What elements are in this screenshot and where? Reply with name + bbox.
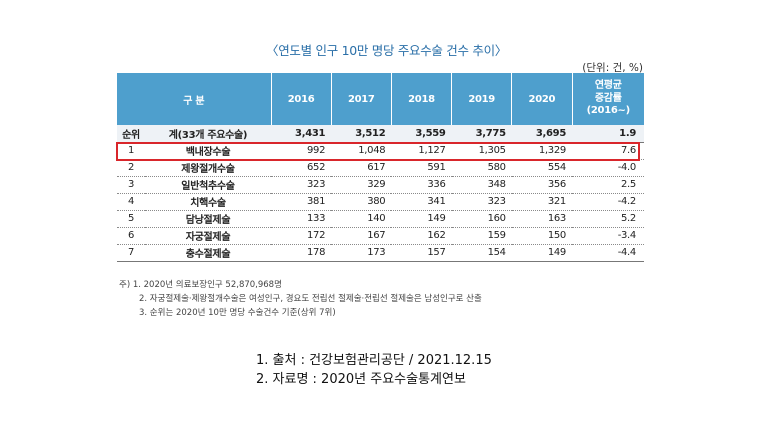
surgery-name-cell: 자궁절제술 xyxy=(145,227,271,245)
category-header: 구 분 xyxy=(117,73,272,125)
table-row: 6 자궁절제술 172 167 162 159 150 -3.4 xyxy=(117,227,644,245)
value-cell: 157 xyxy=(391,244,452,262)
year-header: 2019 xyxy=(451,73,513,125)
year-header: 2017 xyxy=(331,73,392,125)
surgery-name-cell: 충수절제술 xyxy=(145,244,271,262)
value-cell: 167 xyxy=(331,227,392,245)
value-cell: 992 xyxy=(271,142,332,160)
value-cell: 150 xyxy=(511,227,572,245)
value-cell: 1,048 xyxy=(331,142,392,160)
surgery-name-cell: 담낭절제술 xyxy=(145,210,271,228)
value-cell: 154 xyxy=(451,244,512,262)
surgery-name-cell: 백내장수술 xyxy=(145,142,271,160)
table-row: 5 담낭절제술 133 140 149 160 163 5.2 xyxy=(117,210,644,228)
table-title: 〈연도별 인구 10만 명당 주요수술 건수 추이〉 xyxy=(266,43,507,58)
year-header: 2020 xyxy=(511,73,573,125)
value-cell: 163 xyxy=(511,210,572,228)
year-header: 2018 xyxy=(391,73,453,125)
value-cell: 160 xyxy=(451,210,512,228)
footnote: 2. 자궁절제술·제왕절개수술은 여성인구, 경요도 전립선 절제술·전립선 절… xyxy=(139,294,482,304)
rate-cell: -3.4 xyxy=(572,227,644,245)
value-cell: 159 xyxy=(451,227,512,245)
total-rate: 1.9 xyxy=(572,125,644,143)
value-cell: 329 xyxy=(331,176,392,194)
rate-cell: -4.0 xyxy=(572,159,644,177)
value-cell: 1,127 xyxy=(391,142,452,160)
rank-cell: 7 xyxy=(117,244,145,262)
rank-cell: 4 xyxy=(117,193,145,211)
source-list: 1. 출처 : 건강보험관리공단 / 2021.12.15 2. 자료명 : 2… xyxy=(256,351,492,389)
footnote: 주) 1. 2020년 의료보장인구 52,870,968명 xyxy=(119,280,282,290)
rank-header: 순위 xyxy=(117,125,145,143)
total-value: 3,512 xyxy=(331,125,392,143)
value-cell: 652 xyxy=(271,159,332,177)
rate-cell: 7.6 xyxy=(572,142,644,160)
value-cell: 162 xyxy=(391,227,452,245)
footnotes: 주) 1. 2020년 의료보장인구 52,870,968명 2. 자궁절제술·… xyxy=(119,278,482,320)
rank-cell: 1 xyxy=(117,142,145,160)
value-cell: 323 xyxy=(271,176,332,194)
total-value: 3,695 xyxy=(511,125,572,143)
value-cell: 149 xyxy=(511,244,572,262)
rate-header: 연평균 증감률 (2016~) xyxy=(572,73,644,125)
value-cell: 554 xyxy=(511,159,572,177)
total-value: 3,559 xyxy=(391,125,452,143)
table-row: 1 백내장수술 992 1,048 1,127 1,305 1,329 7.6 xyxy=(117,142,644,160)
table-row: 3 일반척추수술 323 329 336 348 356 2.5 xyxy=(117,176,644,194)
total-row: 순위 계(33개 주요수술) 3,431 3,512 3,559 3,775 3… xyxy=(117,125,644,143)
value-cell: 173 xyxy=(331,244,392,262)
value-cell: 321 xyxy=(511,193,572,211)
value-cell: 178 xyxy=(271,244,332,262)
value-cell: 133 xyxy=(271,210,332,228)
value-cell: 356 xyxy=(511,176,572,194)
highlight-box xyxy=(116,142,640,161)
table-row: 2 제왕절개수술 652 617 591 580 554 -4.0 xyxy=(117,159,644,177)
rank-cell: 2 xyxy=(117,159,145,177)
source-item: 1. 출처 : 건강보험관리공단 / 2021.12.15 xyxy=(256,353,492,368)
rank-cell: 6 xyxy=(117,227,145,245)
surgery-stats-table: 구 분 2016 2017 2018 2019 2020 연평균 증감률 (2016… xyxy=(117,73,644,262)
table-row: 7 충수절제술 178 173 157 154 149 -4.4 xyxy=(117,244,644,262)
source-item: 2. 자료명 : 2020년 주요수술통계연보 xyxy=(256,372,466,387)
surgery-name-cell: 제왕절개수술 xyxy=(145,159,271,177)
value-cell: 323 xyxy=(451,193,512,211)
value-cell: 381 xyxy=(271,193,332,211)
surgery-name-cell: 치핵수술 xyxy=(145,193,271,211)
value-cell: 580 xyxy=(451,159,512,177)
value-cell: 149 xyxy=(391,210,452,228)
value-cell: 172 xyxy=(271,227,332,245)
value-cell: 1,329 xyxy=(511,142,572,160)
rate-cell: -4.4 xyxy=(572,244,644,262)
value-cell: 380 xyxy=(331,193,392,211)
rank-cell: 5 xyxy=(117,210,145,228)
value-cell: 1,305 xyxy=(451,142,512,160)
value-cell: 140 xyxy=(331,210,392,228)
total-value: 3,775 xyxy=(451,125,512,143)
surgery-name-cell: 일반척추수술 xyxy=(145,176,271,194)
total-label: 계(33개 주요수술) xyxy=(145,125,271,143)
rank-cell: 3 xyxy=(117,176,145,194)
value-cell: 617 xyxy=(331,159,392,177)
rate-cell: -4.2 xyxy=(572,193,644,211)
table-row: 4 치핵수술 381 380 341 323 321 -4.2 xyxy=(117,193,644,211)
value-cell: 336 xyxy=(391,176,452,194)
year-header: 2016 xyxy=(271,73,332,125)
total-value: 3,431 xyxy=(271,125,332,143)
unit-label: (단위: 건, %) xyxy=(582,62,643,74)
rate-cell: 5.2 xyxy=(572,210,644,228)
value-cell: 591 xyxy=(391,159,452,177)
value-cell: 348 xyxy=(451,176,512,194)
rate-cell: 2.5 xyxy=(572,176,644,194)
footnote: 3. 순위는 2020년 10만 명당 수술건수 기준(상위 7위) xyxy=(139,308,336,318)
value-cell: 341 xyxy=(391,193,452,211)
